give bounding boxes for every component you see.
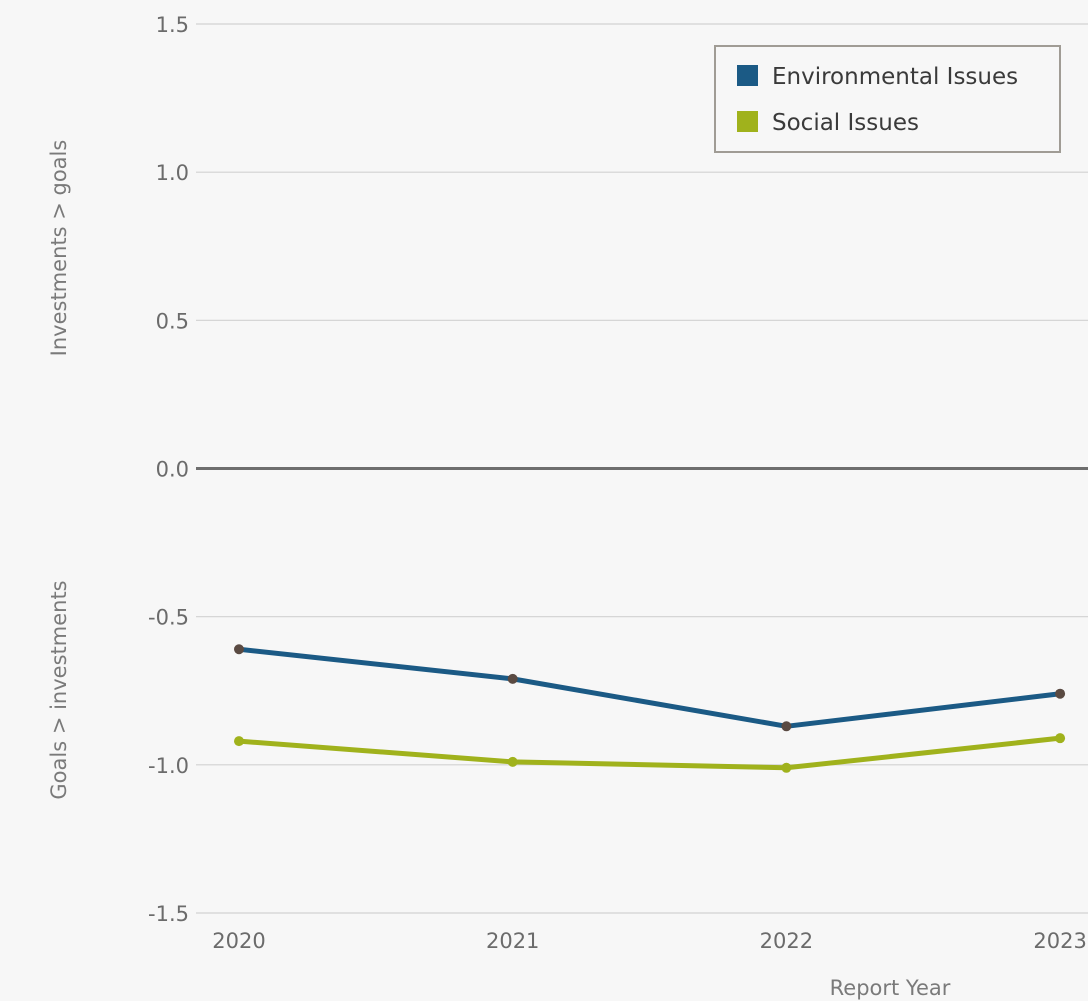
y-tick-label: 1.5 [156, 13, 189, 37]
y-axis-label-lower: Goals > investments [47, 580, 71, 799]
series-line-environmental-issues [236, 646, 1063, 729]
x-tick-label: 2023 [1033, 929, 1086, 953]
series-lines [236, 646, 1063, 771]
x-tick-label: 2020 [212, 929, 265, 953]
data-point [234, 644, 244, 655]
series-line-social-issues [236, 735, 1063, 771]
y-tick-label: -1.0 [148, 754, 189, 778]
data-point [1055, 733, 1066, 744]
data-point [781, 721, 792, 732]
y-tick-label: 0.5 [156, 309, 189, 333]
data-point [507, 756, 518, 767]
gridlines [196, 23, 1088, 914]
y-tick-label: 1.0 [156, 161, 189, 185]
x-tick-labels: 2020 2021 2022 2023 [212, 929, 1087, 953]
data-point [507, 673, 518, 684]
legend-swatch-social [737, 111, 758, 132]
y-tick-label: 0.0 [156, 458, 189, 482]
legend: Environmental Issues Social Issues [714, 45, 1061, 153]
y-axis-label-upper: Investments > goals [47, 140, 71, 357]
x-tick-label: 2021 [486, 929, 539, 953]
data-point [1055, 688, 1066, 699]
legend-label-social: Social Issues [772, 110, 919, 136]
y-tick-label: -0.5 [148, 606, 189, 630]
y-tick-label: -1.5 [148, 902, 189, 926]
x-axis-label: Report Year [830, 976, 951, 1000]
legend-frame [714, 45, 1061, 153]
y-tick-labels: 1.5 1.0 0.5 0.0 -0.5 -1.0 -1.5 [148, 13, 189, 926]
x-tick-label: 2022 [760, 929, 813, 953]
data-point [781, 762, 792, 773]
legend-swatch-environmental [737, 65, 758, 86]
legend-label-environmental: Environmental Issues [772, 64, 1018, 90]
data-points [234, 644, 1066, 773]
data-point [234, 736, 244, 747]
